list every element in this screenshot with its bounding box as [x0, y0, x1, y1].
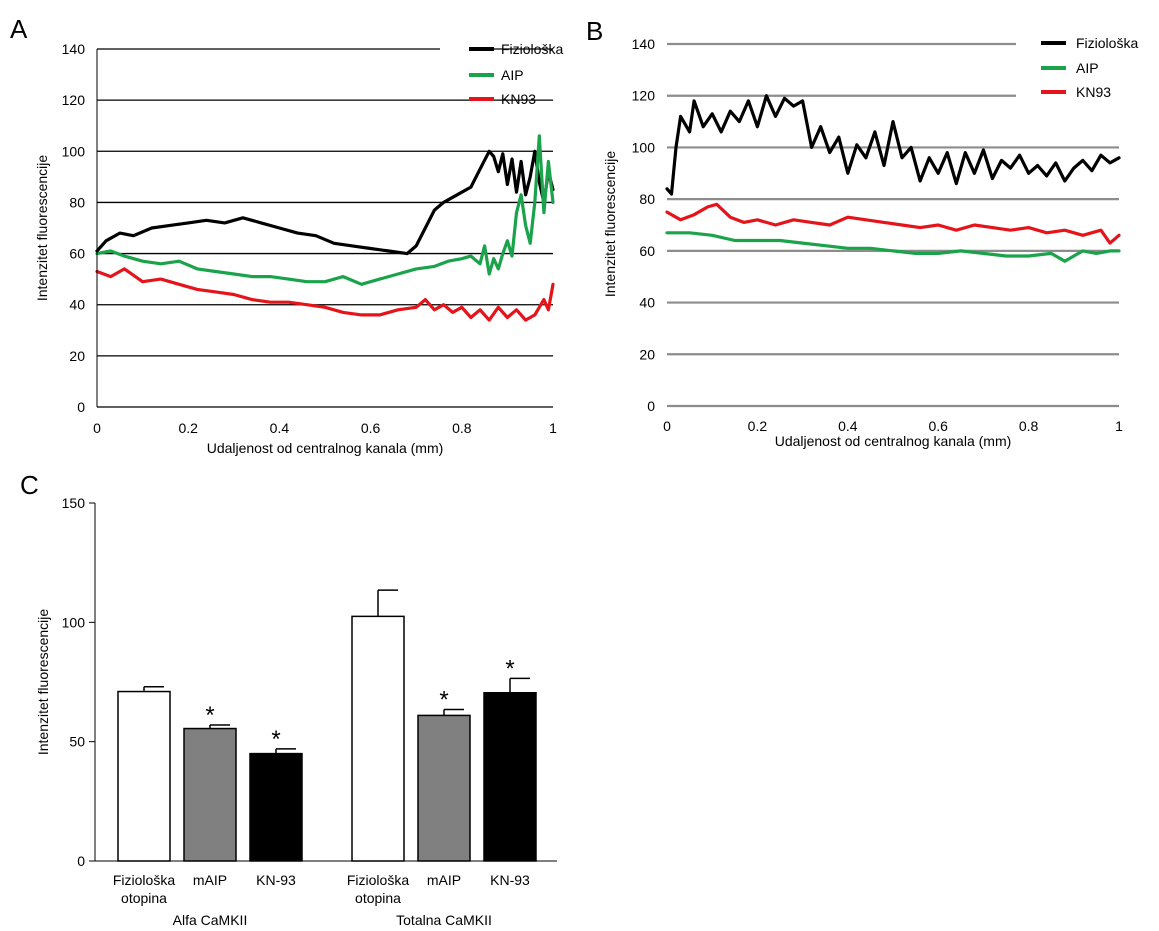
bar-label-totalna-camkii-fiziolos-ka-otopina-1: otopina — [355, 890, 401, 906]
panel-a-y-tick-label-0: 0 — [77, 399, 85, 415]
panel-a-x-tick-label-0-2: 0.2 — [178, 420, 198, 436]
series-line-aip-a — [95, 134, 555, 286]
panel-a-y-tick-label-140: 140 — [62, 41, 86, 57]
panel-b-y-tick-label-140: 140 — [632, 36, 656, 52]
panel-c-y-ticks: 0 50 100 150 — [62, 495, 557, 869]
panel-b-series-lines — [665, 94, 1121, 263]
bar-alfa-camkii-kn-93 — [249, 752, 303, 862]
series-line-fiziolos-ka-a — [95, 149, 555, 256]
panel-b-x-tick-labels: 0 0.2 0.4 0.6 0.8 1 — [663, 418, 1123, 434]
group-label-alfa-camkii: Alfa CaMKII — [173, 912, 248, 928]
panel-a-series-lines — [95, 134, 555, 322]
panel-a-y-tick-label-60: 60 — [69, 246, 85, 262]
panel-c-y-tick-label-0: 0 — [77, 853, 85, 869]
bar-alfa-camkii-maip — [183, 727, 237, 862]
legend-label-aip-b: AIP — [1076, 60, 1099, 76]
panel-c-y-tick-label-50: 50 — [69, 734, 85, 750]
panel-b-x-tick-label-1: 1 — [1115, 418, 1123, 434]
panel-b-y-tick-label-120: 120 — [632, 88, 656, 104]
bar-label-totalna-camkii-kn-93-0: KN-93 — [490, 872, 530, 888]
legend-label-kn93-b: KN93 — [1076, 84, 1111, 100]
bar-label-alfa-camkii-maip-0: mAIP — [193, 872, 227, 888]
panel-b-y-tick-label-40: 40 — [639, 295, 655, 311]
legend-label-aip-a: AIP — [501, 67, 524, 83]
series-line-kn93-b — [665, 202, 1121, 245]
panel-a-letter: A — [10, 14, 28, 44]
panel-b-x-tick-label-0-2: 0.2 — [748, 418, 768, 434]
panel-c-y-tick-label-100: 100 — [62, 614, 86, 630]
panel-b-y-tick-label-20: 20 — [639, 346, 655, 362]
panel-b: B 0 20 40 60 80 100 120 140 0 0.2 0.4 0.6 0.8 1 Udal… — [586, 16, 1138, 449]
panel-a-legend: Fiziološka AIP KN93 — [440, 37, 563, 107]
series-line-aip-b — [665, 231, 1121, 263]
legend-label-fiziologka-b: Fiziološka — [1076, 35, 1138, 51]
legend-label-fiziologka-a: Fiziološka — [501, 41, 563, 57]
significance-star-alfa-camkii-maip: * — [205, 702, 214, 729]
bar-totalna-camkii-maip — [417, 714, 471, 862]
panel-b-y-tick-label-0: 0 — [647, 398, 655, 414]
series-line-kn93-a — [95, 267, 555, 322]
panel-c-bars: * * * * — [117, 589, 537, 862]
panel-b-x-tick-label-0-6: 0.6 — [928, 418, 948, 434]
panel-c-y-tick-label-150: 150 — [62, 495, 86, 511]
panel-a-x-tick-label-0-6: 0.6 — [361, 420, 381, 436]
panel-a-x-tick-labels: 0 0.2 0.4 0.6 0.8 1 — [93, 420, 557, 436]
panel-a-x-tick-label-0: 0 — [93, 420, 101, 436]
panel-a-y-tick-label-40: 40 — [69, 297, 85, 313]
significance-star-alfa-camkii-kn-93: * — [271, 726, 280, 753]
panel-b-y-axis-title: Intenzitet fluorescencije — [602, 151, 618, 298]
significance-star-totalna-camkii-kn-93: * — [505, 655, 514, 682]
panel-a-x-tick-label-0-4: 0.4 — [270, 420, 290, 436]
series-line-fiziolos-ka-b — [665, 94, 1121, 196]
panel-a-y-axis-title: Intenzitet fluorescencije — [34, 155, 50, 302]
panel-b-x-tick-label-0-8: 0.8 — [1019, 418, 1039, 434]
bar-totalna-camkii-fiziolos-ka-otopina — [351, 615, 405, 862]
panel-b-y-tick-labels: 0 20 40 60 80 100 120 140 — [632, 36, 656, 414]
panel-b-x-axis-title: Udaljenost od centralnog kanala (mm) — [775, 433, 1012, 449]
panel-c: C 0 50 100 150 * * * * Fiziološka otopina mAIP KN… — [20, 470, 557, 928]
panel-b-y-tick-label-100: 100 — [632, 139, 656, 155]
bar-label-alfa-camkii-fiziolos-ka-otopina-1: otopina — [121, 890, 167, 906]
panel-a-gridlines — [97, 48, 553, 408]
panel-a-x-tick-label-0-8: 0.8 — [452, 420, 472, 436]
panel-b-legend: Fiziološka AIP KN93 — [1016, 32, 1138, 112]
bar-label-alfa-camkii-fiziolos-ka-otopina-0: Fiziološka — [113, 872, 175, 888]
panel-b-letter: B — [586, 16, 603, 46]
panel-a-y-tick-label-100: 100 — [62, 143, 86, 159]
bar-label-totalna-camkii-fiziolos-ka-otopina-0: Fiziološka — [347, 872, 409, 888]
bar-label-alfa-camkii-kn-93-0: KN-93 — [256, 872, 296, 888]
panel-b-y-tick-label-80: 80 — [639, 191, 655, 207]
panel-a-y-tick-label-80: 80 — [69, 194, 85, 210]
panel-a-x-axis-title: Udaljenost od centralnog kanala (mm) — [207, 440, 444, 456]
group-label-totalna-camkii: Totalna CaMKII — [396, 912, 492, 928]
panel-b-x-tick-label-0-4: 0.4 — [838, 418, 858, 434]
significance-star-totalna-camkii-maip: * — [439, 686, 448, 713]
panel-a-y-tick-label-20: 20 — [69, 348, 85, 364]
panel-b-x-tick-label-0: 0 — [663, 418, 671, 434]
panel-a: A 0 20 40 60 80 100 120 140 0 0.2 0.4 0.6 0.8 1 Udal… — [10, 14, 563, 456]
panel-b-y-tick-label-60: 60 — [639, 243, 655, 259]
panel-a-y-tick-label-120: 120 — [62, 92, 86, 108]
panel-a-x-tick-label-1: 1 — [549, 420, 557, 436]
panel-a-y-tick-labels: 0 20 40 60 80 100 120 140 — [62, 41, 86, 415]
legend-label-kn93-a: KN93 — [501, 91, 536, 107]
panel-c-y-axis-title: Intenzitet fluorescencije — [35, 609, 51, 756]
bar-alfa-camkii-fiziolos-ka-otopina — [117, 690, 171, 862]
bar-totalna-camkii-kn-93 — [483, 691, 537, 862]
panel-c-bar-labels: Fiziološka otopina mAIP KN-93 Alfa CaMKII Fiz… — [113, 872, 530, 928]
panel-c-letter: C — [20, 470, 39, 500]
bar-label-totalna-camkii-maip-0: mAIP — [427, 872, 461, 888]
